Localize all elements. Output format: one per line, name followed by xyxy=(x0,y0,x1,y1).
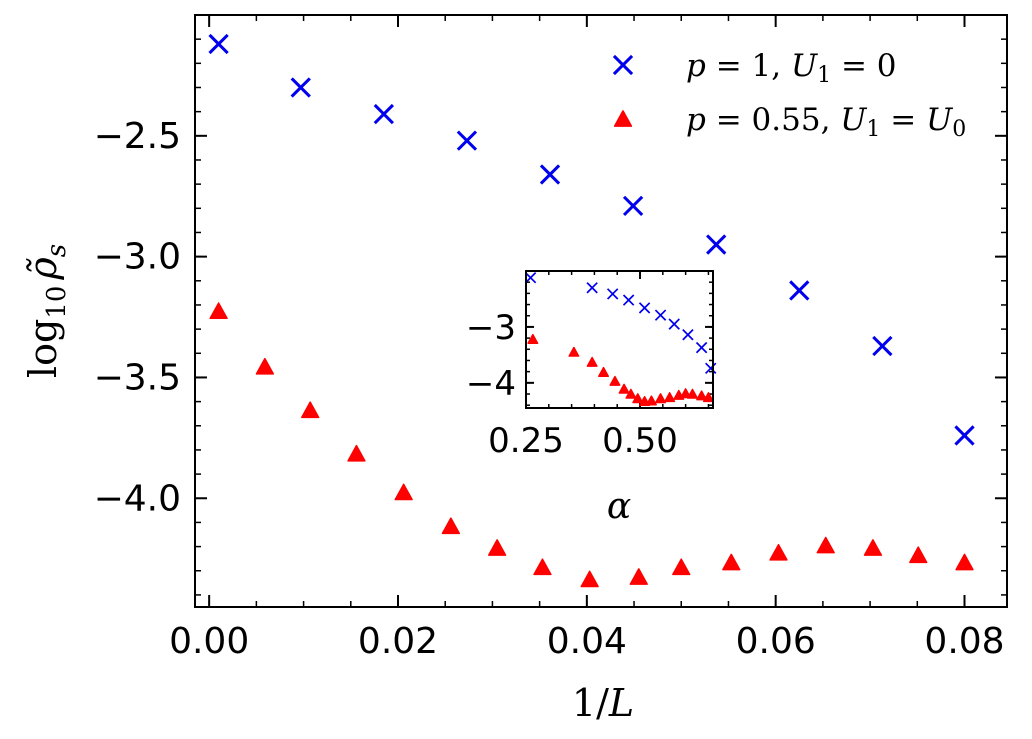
data-point-red-triangle xyxy=(672,558,691,576)
data-point-red-triangle xyxy=(645,395,657,406)
y-tick-label: −4 xyxy=(466,364,516,404)
inset-background xyxy=(526,271,713,408)
data-point-red-triangle xyxy=(625,388,637,399)
x-tick-label: 0.08 xyxy=(924,621,1004,662)
data-point-red-triangle xyxy=(347,444,366,462)
legend-x-marker xyxy=(612,54,634,76)
data-point-red-triangle xyxy=(533,558,552,576)
legend-marker-blue-x xyxy=(612,54,634,76)
inset-x-axis-label: α xyxy=(607,486,631,527)
data-point-red-triangle xyxy=(209,302,228,320)
data-point-red-triangle xyxy=(598,366,610,377)
x-tick-label: 0.25 xyxy=(488,421,564,461)
data-point-blue-x xyxy=(539,164,561,185)
data-point-red-triangle xyxy=(863,539,883,556)
data-point-red-triangle xyxy=(696,390,708,401)
data-point-red-triangle xyxy=(664,392,676,403)
data-point-blue-x xyxy=(524,272,537,284)
data-point-blue-x xyxy=(586,282,598,294)
legend-label-1: p = 1, U1 = 0 xyxy=(686,48,897,88)
data-point-blue-x xyxy=(706,234,727,255)
x-axis-label: 1/L xyxy=(572,681,634,725)
data-point-red-triangle xyxy=(632,393,644,404)
data-point-red-triangle xyxy=(687,388,698,399)
data-point-red-triangle xyxy=(301,401,320,419)
data-point-red-triangle xyxy=(586,356,598,367)
x-tick-label: 0.00 xyxy=(169,621,249,662)
y-axis-label: log10ρ̃s xyxy=(21,244,72,378)
data-point-blue-x xyxy=(638,302,651,314)
data-point-red-triangle xyxy=(629,568,648,585)
inset-axes-frame xyxy=(525,270,714,409)
data-point-red-triangle xyxy=(394,483,413,501)
x-tick-label: 0.06 xyxy=(736,621,816,662)
legend: p = 1, U1 = 0 p = 0.55, U1 = U0 xyxy=(612,48,966,142)
main-data-points xyxy=(208,33,975,588)
data-point-blue-x xyxy=(695,341,708,354)
data-point-red-triangle xyxy=(909,546,928,564)
x-tick-label: 0.04 xyxy=(547,621,627,662)
legend-marker-red-triangle xyxy=(613,110,633,127)
data-point-red-triangle xyxy=(568,346,580,357)
data-point-blue-x xyxy=(456,130,478,151)
legend-triangle-marker xyxy=(613,110,633,127)
y-tick-label: −4.0 xyxy=(94,478,181,519)
y-tick-label: −3 xyxy=(466,308,516,348)
data-point-red-triangle xyxy=(487,539,507,556)
y-tick-label: −3.0 xyxy=(94,237,181,278)
data-point-red-triangle xyxy=(441,517,461,535)
data-point-blue-x xyxy=(208,33,229,55)
x-tick-label: 0.02 xyxy=(358,621,438,662)
main-axes-frame xyxy=(194,14,1008,608)
main-tick-labels: 0.00 0.02 0.04 0.06 0.08 −2.5 −3.0 −3.5 −4.0 xyxy=(94,116,1005,662)
x-tick-label: 0.50 xyxy=(602,421,678,461)
data-point-red-triangle xyxy=(655,393,667,404)
inset-plot: 0.25 0.50 −3 −4 α xyxy=(466,270,717,527)
data-point-blue-x xyxy=(954,425,975,446)
y-tick-label: −2.5 xyxy=(94,116,181,157)
data-point-red-triangle xyxy=(702,392,714,403)
data-point-red-triangle xyxy=(609,375,621,386)
data-point-blue-x xyxy=(622,294,635,306)
data-point-blue-x xyxy=(606,288,619,300)
main-plot: 0.00 0.02 0.04 0.06 0.08 −2.5 −3.0 −3.5 −4.0 xyxy=(94,14,1008,662)
data-point-red-triangle xyxy=(618,383,630,394)
data-point-blue-x xyxy=(373,103,394,125)
data-point-red-triangle xyxy=(255,357,275,375)
data-point-blue-x xyxy=(668,318,680,330)
legend-label-2: p = 0.55, U1 = U0 xyxy=(686,102,966,142)
data-point-blue-x xyxy=(682,329,694,341)
data-point-blue-x xyxy=(290,77,311,98)
data-point-red-triangle xyxy=(816,536,835,554)
y-tick-label: −3.5 xyxy=(94,357,181,398)
data-point-blue-x xyxy=(789,280,810,301)
data-point-red-triangle xyxy=(955,553,974,571)
inset-tick-labels: 0.25 0.50 −3 −4 xyxy=(466,308,678,461)
data-point-blue-x xyxy=(872,335,893,357)
data-point-red-triangle xyxy=(680,388,692,399)
main-major-ticks xyxy=(195,15,1007,607)
data-point-red-triangle xyxy=(580,570,599,588)
data-point-blue-x xyxy=(622,195,644,217)
data-point-red-triangle xyxy=(527,333,539,344)
data-point-red-triangle xyxy=(769,543,788,561)
data-point-red-triangle xyxy=(722,553,741,571)
data-point-blue-x xyxy=(654,309,667,321)
